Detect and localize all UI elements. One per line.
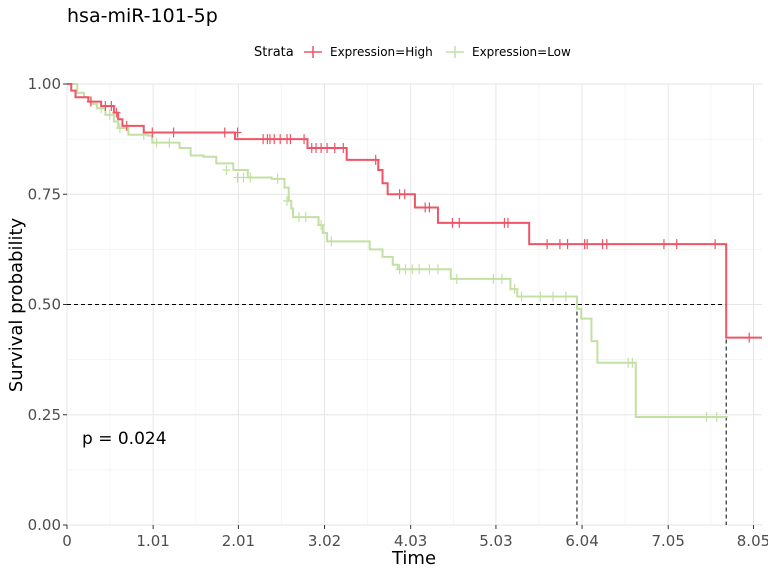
legend-key-expression-high <box>304 46 322 58</box>
legend-label-expression-low: Expression=Low <box>472 45 571 59</box>
censor-mark-expression-low <box>222 164 231 175</box>
censor-mark-expression-low <box>401 264 410 275</box>
x-tick-label: 2.01 <box>222 532 255 550</box>
p-value-annotation: p = 0.024 <box>82 429 167 449</box>
censor-mark-expression-high <box>323 142 332 153</box>
x-tick-label: 3.02 <box>308 532 341 550</box>
censor-mark-expression-high <box>455 217 464 228</box>
y-tick-label: 0.75 <box>28 185 61 203</box>
censor-mark-expression-high <box>425 202 434 213</box>
censor-mark-expression-high <box>276 134 285 145</box>
censor-mark-expression-low <box>489 273 498 284</box>
x-axis-title: Time <box>391 548 436 569</box>
legend-key-expression-low <box>446 46 464 58</box>
censor-mark-expression-high <box>371 154 380 165</box>
censor-mark-expression-high <box>448 217 457 228</box>
censor-mark-expression-high <box>169 127 178 138</box>
x-tick-label: 1.01 <box>136 532 169 550</box>
x-tick-label: 4.03 <box>394 532 427 550</box>
censor-mark-expression-low <box>517 291 526 302</box>
censor-mark-expression-high <box>602 239 611 250</box>
censor-mark-expression-low <box>246 172 255 183</box>
censor-mark-expression-high <box>300 134 309 145</box>
censor-mark-expression-low <box>408 264 417 275</box>
censor-mark-expression-high <box>555 239 564 250</box>
censor-mark-expression-high <box>745 332 754 343</box>
censor-mark-expression-high <box>339 142 348 153</box>
censor-mark-expression-high <box>659 239 668 250</box>
censor-mark-expression-low <box>301 212 310 223</box>
censor-mark-expression-low <box>425 264 434 275</box>
censor-mark-expression-high <box>503 217 512 228</box>
curve-expression-high <box>67 83 762 339</box>
censor-mark-expression-low <box>497 273 506 284</box>
censor-mark-expression-high <box>543 239 552 250</box>
censor-mark-expression-low <box>452 273 461 284</box>
censor-mark-expression-low <box>433 264 442 275</box>
censor-mark-expression-high <box>220 127 229 138</box>
x-tick-label: 7.05 <box>651 532 684 550</box>
censor-mark-expression-high <box>400 189 409 200</box>
censor-mark-expression-low <box>317 220 326 231</box>
censor-mark-expression-low <box>702 411 711 422</box>
censor-mark-expression-low <box>510 284 519 295</box>
x-tick-label: 8.05 <box>737 532 768 550</box>
legend: Strata Expression=High Expression=Low <box>254 45 571 60</box>
censor-mark-expression-high <box>672 239 681 250</box>
x-tick-label: 6.04 <box>565 532 598 550</box>
censor-mark-expression-low <box>712 411 721 422</box>
censor-mark-expression-low <box>415 264 424 275</box>
censor-mark-expression-high <box>112 107 121 118</box>
censor-mark-expression-low <box>283 195 292 206</box>
censor-mark-expression-low <box>152 137 161 148</box>
censor-mark-expression-high <box>148 127 157 138</box>
censor-mark-expression-high <box>122 120 131 131</box>
y-tick-label: 0.00 <box>28 516 61 534</box>
censor-mark-expression-low <box>165 137 174 148</box>
censor-mark-expression-low <box>628 357 637 368</box>
censor-mark-expression-high <box>563 239 572 250</box>
censor-mark-expression-high <box>583 239 592 250</box>
median-reference-lines <box>67 304 727 525</box>
y-axis-title: Survival probability <box>6 217 27 392</box>
x-tick-label: 5.03 <box>479 532 512 550</box>
censor-mark-expression-low <box>105 109 114 120</box>
y-tick-label: 0.50 <box>28 296 61 314</box>
censor-mark-expression-high <box>107 101 116 112</box>
censor-mark-expression-low <box>561 291 570 302</box>
censor-mark-expression-low <box>273 173 282 184</box>
censor-mark-expression-high <box>286 134 295 145</box>
censor-mark-expression-low <box>239 172 248 183</box>
censor-mark-expression-low <box>115 123 124 134</box>
censor-mark-expression-high <box>233 127 242 138</box>
y-tick-label: 0.25 <box>28 406 61 424</box>
chart-title: hsa-miR-101-5p <box>67 5 218 27</box>
x-axis-ticks: 0 1.01 2.01 3.02 4.03 5.03 6.04 7.05 8.05 <box>62 525 768 550</box>
censor-mark-expression-low <box>294 212 303 223</box>
censor-mark-expression-low <box>536 291 545 302</box>
legend-label-expression-high: Expression=High <box>330 45 433 59</box>
legend-title: Strata <box>254 45 294 60</box>
censor-mark-expression-low <box>327 236 336 247</box>
y-axis-ticks: 0.00 0.25 0.50 0.75 1.00 <box>28 75 67 534</box>
censor-mark-expression-high <box>330 142 339 153</box>
censor-mark-expression-high <box>711 239 720 250</box>
x-tick-label: 0 <box>62 532 72 550</box>
curve-expression-low <box>67 83 728 418</box>
censor-mark-expression-low <box>549 291 558 302</box>
survival-curves <box>67 83 762 422</box>
censor-mark-expression-high <box>86 96 95 107</box>
y-tick-label: 1.00 <box>28 75 61 93</box>
